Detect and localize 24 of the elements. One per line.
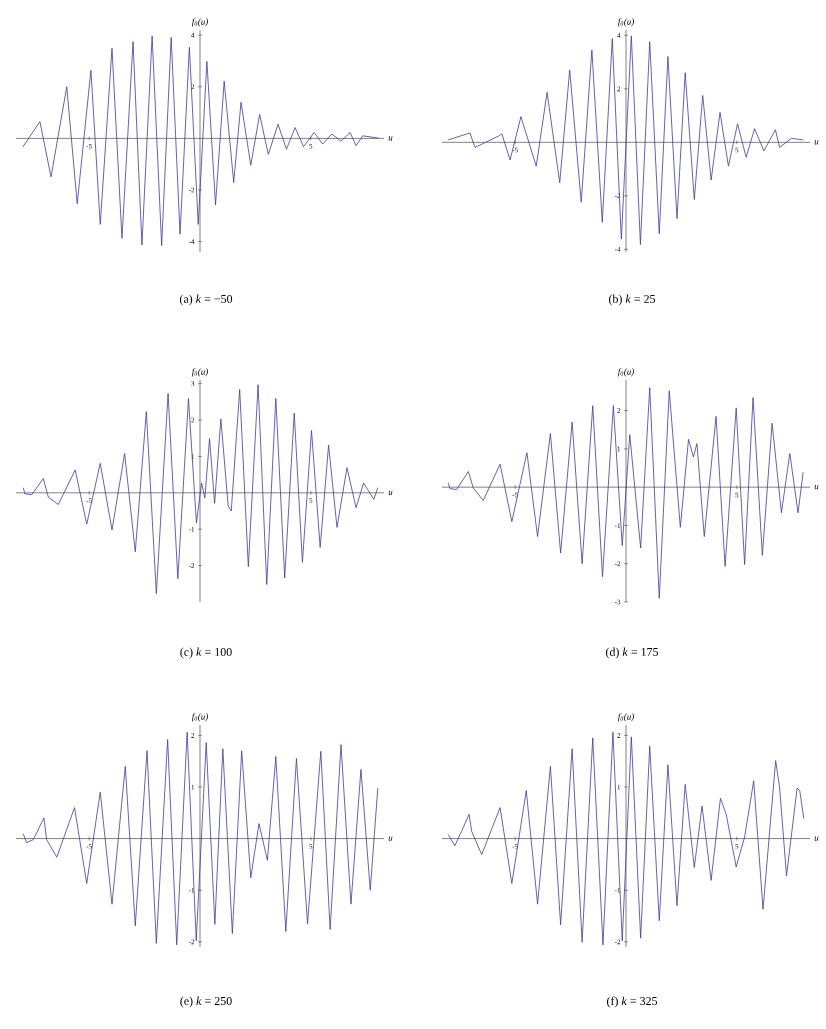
- line-series: [22, 384, 379, 595]
- x-axis-title: u: [814, 836, 819, 841]
- line-series: [447, 35, 804, 245]
- x-axis-title: u: [814, 485, 819, 490]
- line-series: [447, 731, 805, 946]
- text: (b) k = 25: [609, 294, 656, 306]
- y-axis-title: f$_{0}$(u): [617, 368, 634, 377]
- text: (f) k = 325: [607, 996, 658, 1008]
- x-axis-title: u: [388, 836, 393, 841]
- line-series: [22, 731, 379, 946]
- text: (e) k = 250: [180, 996, 232, 1008]
- text: (a) k = −50: [179, 294, 233, 306]
- y-axis-title: f$_{0}$(u): [617, 713, 634, 722]
- text: (d) k = 175: [606, 647, 659, 659]
- y-axis-title: f$_{0}$(u): [191, 368, 208, 377]
- line-series: [447, 387, 804, 599]
- x-axis-title: u: [388, 490, 393, 495]
- x-axis-title: u: [814, 140, 819, 145]
- y-axis-title: f$_{0}$(u): [191, 18, 208, 27]
- text: (c) k = 100: [180, 647, 232, 659]
- y-axis-title: f$_{0}$(u): [191, 713, 208, 722]
- line-series: [22, 35, 380, 246]
- x-axis-title: u: [388, 136, 393, 141]
- y-axis-title: f$_{0}$(u): [617, 18, 634, 27]
